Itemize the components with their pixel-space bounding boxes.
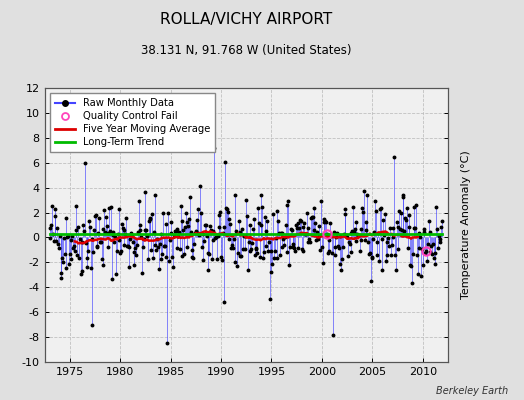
Text: 38.131 N, 91.768 W (United States): 38.131 N, 91.768 W (United States): [141, 44, 352, 57]
Legend: Raw Monthly Data, Quality Control Fail, Five Year Moving Average, Long-Term Tren: Raw Monthly Data, Quality Control Fail, …: [50, 93, 215, 152]
Text: ROLLA/VICHY AIRPORT: ROLLA/VICHY AIRPORT: [160, 12, 332, 27]
Y-axis label: Temperature Anomaly (°C): Temperature Anomaly (°C): [461, 151, 471, 299]
Text: Berkeley Earth: Berkeley Earth: [436, 386, 508, 396]
